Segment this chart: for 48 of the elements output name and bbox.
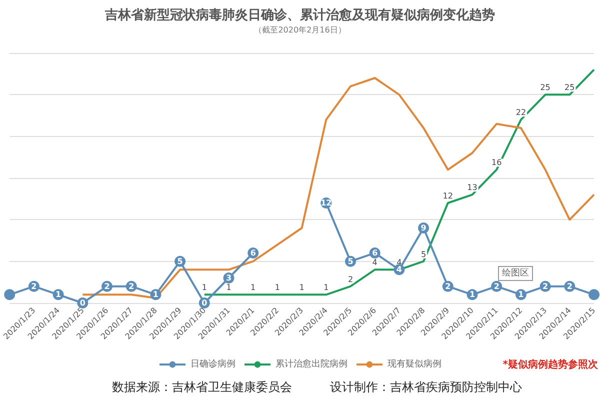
data-label: 25 [540,83,550,92]
data-label: 25 [564,83,575,92]
data-label: 9 [420,224,427,232]
data-label: 2 [104,282,110,291]
annotation: 绘图区 [502,268,529,278]
data-label: 5 [348,256,354,266]
data-label: 2 [348,274,354,284]
data-label: 12 [442,192,453,200]
data-label: 1 [56,290,62,300]
data-label: 13 [467,183,478,192]
data-label: 5 [177,256,184,266]
text: 设计制作：吉林省疾病预防控制中心 [330,380,522,394]
legend-label: 现有疑似病例 [388,358,442,370]
data-label: 1 [324,283,329,292]
data-label: 2 [542,282,548,291]
data-label: 6 [372,248,378,258]
data-label: 6 [250,248,256,258]
data-label: 0 [80,298,86,308]
data-label: 4 [396,258,402,268]
data-label: 2 [494,282,500,291]
point [4,289,16,300]
data-label: 2 [31,282,37,291]
data-label: 4 [396,265,402,274]
data-label: 1 [299,283,304,292]
legend-label: 日确诊病例 [190,358,236,370]
data-label: 1 [469,290,476,300]
data-label: 1 [274,283,280,292]
data-label: 1 [518,290,524,300]
legend-label: 累计治愈出院病例 [276,358,348,370]
data-label: 1 [202,283,207,292]
text: *疑似病例趋势参照次 [502,358,599,370]
data-label: 2 [128,282,134,291]
data-label: 1 [226,283,232,292]
chart-title: 吉林省新型冠状病毒肺炎日确诊、累计治愈及现有疑似病例变化趋势 [104,7,495,23]
data-label: 3 [226,274,232,282]
data-label: 22 [516,108,526,118]
chart-subtitle: （截至2020年2月16日） [254,26,346,34]
data-label: 12 [320,198,332,208]
data-label: 2 [445,282,451,291]
point [588,289,600,300]
data-label: 0 [202,298,208,308]
source-note: 数据来源：吉林省卫生健康委员会 [112,380,292,394]
data-label: 5 [421,250,426,259]
data-label: 1 [152,290,159,300]
data-label: 4 [372,258,378,268]
data-label: 2 [566,282,572,291]
data-label: 16 [492,158,502,168]
data-label: 1 [250,283,256,292]
